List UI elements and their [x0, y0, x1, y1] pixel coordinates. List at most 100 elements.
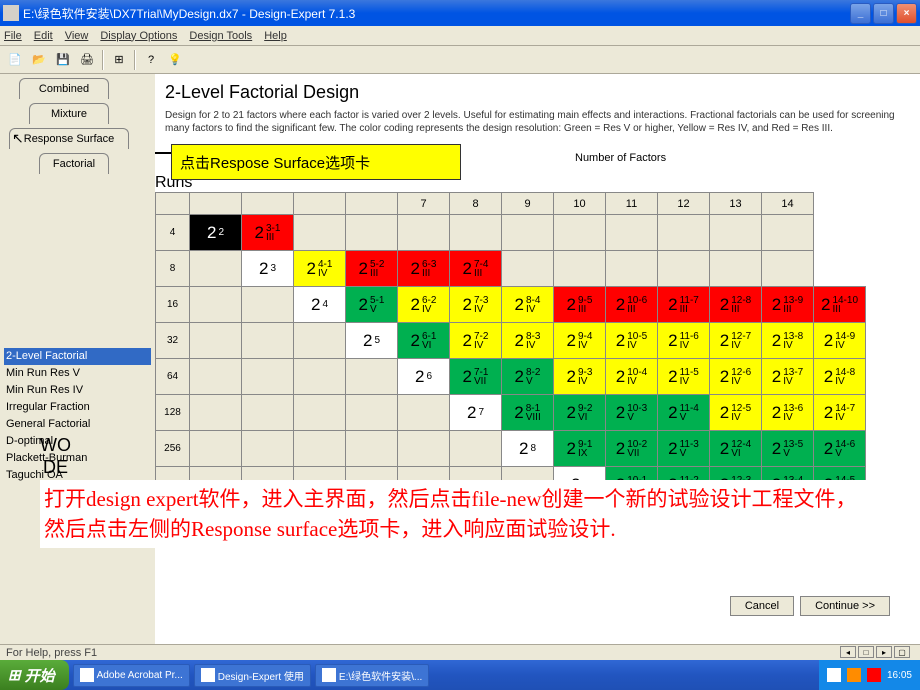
design-item[interactable]: 2-Level Factorial — [4, 348, 151, 365]
grid-cell[interactable]: 24-1IV — [294, 251, 346, 287]
taskbar-item[interactable]: E:\绿色软件安装\... — [315, 664, 429, 687]
minimize-button[interactable]: _ — [850, 3, 871, 24]
menu-help[interactable]: Help — [264, 30, 287, 42]
grid-cell[interactable]: 212-6IV — [710, 359, 762, 395]
grid-cell[interactable]: 212-5IV — [710, 395, 762, 431]
grid-cell[interactable]: 213-8IV — [762, 323, 814, 359]
grid-cell[interactable]: 213-5V — [762, 431, 814, 467]
grid-cell[interactable] — [450, 215, 502, 251]
grid-cell[interactable] — [658, 215, 710, 251]
grid-cell[interactable]: 213-9III — [762, 287, 814, 323]
grid-cell[interactable]: 28-2V — [502, 359, 554, 395]
grid-cell[interactable]: 23 — [242, 251, 294, 287]
grid-cell[interactable] — [606, 215, 658, 251]
menu-display-options[interactable]: Display Options — [100, 30, 177, 42]
tab-mixture[interactable]: Mixture — [29, 103, 109, 124]
grid-cell[interactable] — [398, 431, 450, 467]
design-item[interactable]: Min Run Res IV — [4, 382, 151, 399]
grid-cell[interactable]: 28 — [502, 431, 554, 467]
design-item[interactable]: Min Run Res V — [4, 365, 151, 382]
new-icon[interactable]: 📄 — [4, 49, 26, 71]
grid-cell[interactable] — [294, 395, 346, 431]
grid-cell[interactable]: 210-2VII — [606, 431, 658, 467]
grid-cell[interactable]: 24 — [294, 287, 346, 323]
grid-cell[interactable] — [242, 287, 294, 323]
grid-cell[interactable] — [242, 395, 294, 431]
grid-cell[interactable]: 25-1V — [346, 287, 398, 323]
grid-cell[interactable]: 210-4IV — [606, 359, 658, 395]
tool-icon[interactable]: ⊞ — [108, 49, 130, 71]
help-icon[interactable]: ? — [140, 49, 162, 71]
design-item[interactable]: Plackett-Burman — [4, 450, 151, 467]
grid-cell[interactable] — [606, 251, 658, 287]
grid-cell[interactable]: 211-6IV — [658, 323, 710, 359]
grid-cell[interactable] — [346, 215, 398, 251]
tray-icon[interactable] — [827, 668, 841, 682]
grid-cell[interactable] — [190, 395, 242, 431]
print-icon[interactable]: 🖨 — [76, 49, 98, 71]
start-button[interactable]: ⊞ 开始 — [0, 660, 69, 690]
grid-cell[interactable] — [398, 215, 450, 251]
grid-cell[interactable]: 213-6IV — [762, 395, 814, 431]
grid-cell[interactable] — [190, 251, 242, 287]
grid-cell[interactable]: 210-6III — [606, 287, 658, 323]
grid-cell[interactable]: 22 — [190, 215, 242, 251]
grid-cell[interactable]: 214-8IV — [814, 359, 866, 395]
grid-cell[interactable] — [450, 431, 502, 467]
grid-cell[interactable]: 29-4IV — [554, 323, 606, 359]
grid-cell[interactable]: 28-3IV — [502, 323, 554, 359]
grid-cell[interactable] — [346, 395, 398, 431]
grid-cell[interactable] — [294, 215, 346, 251]
tray-icon[interactable] — [867, 668, 881, 682]
grid-cell[interactable] — [242, 359, 294, 395]
tab-combined[interactable]: Combined — [19, 78, 109, 99]
design-item[interactable]: General Factorial — [4, 416, 151, 433]
grid-cell[interactable]: 212-8III — [710, 287, 762, 323]
info-icon[interactable]: 💡 — [164, 49, 186, 71]
grid-cell[interactable]: 25-2III — [346, 251, 398, 287]
grid-cell[interactable]: 27-3IV — [450, 287, 502, 323]
menu-view[interactable]: View — [65, 30, 89, 42]
grid-cell[interactable] — [190, 431, 242, 467]
grid-cell[interactable]: 214-9IV — [814, 323, 866, 359]
grid-cell[interactable]: 28-4IV — [502, 287, 554, 323]
grid-cell[interactable]: 210-5IV — [606, 323, 658, 359]
grid-cell[interactable] — [190, 287, 242, 323]
grid-cell[interactable]: 212-4VI — [710, 431, 762, 467]
grid-cell[interactable]: 29-1IX — [554, 431, 606, 467]
taskbar-item[interactable]: Adobe Acrobat Pr... — [73, 664, 190, 687]
grid-cell[interactable] — [190, 359, 242, 395]
design-item[interactable]: D-optimal — [4, 433, 151, 450]
grid-cell[interactable] — [502, 215, 554, 251]
grid-cell[interactable]: 26-2IV — [398, 287, 450, 323]
grid-cell[interactable]: 29-5III — [554, 287, 606, 323]
grid-cell[interactable]: 211-3V — [658, 431, 710, 467]
grid-cell[interactable]: 29-3IV — [554, 359, 606, 395]
menu-file[interactable]: File — [4, 30, 22, 42]
grid-cell[interactable]: 28-1VIII — [502, 395, 554, 431]
grid-cell[interactable]: 214-6V — [814, 431, 866, 467]
grid-cell[interactable]: 23-1III — [242, 215, 294, 251]
grid-cell[interactable] — [294, 359, 346, 395]
grid-cell[interactable]: 210-3V — [606, 395, 658, 431]
grid-cell[interactable] — [346, 359, 398, 395]
grid-cell[interactable]: 27-4III — [450, 251, 502, 287]
grid-cell[interactable] — [190, 323, 242, 359]
grid-cell[interactable]: 214-10III — [814, 287, 866, 323]
grid-cell[interactable] — [502, 251, 554, 287]
design-item[interactable]: Irregular Fraction — [4, 399, 151, 416]
grid-cell[interactable] — [710, 215, 762, 251]
continue-button[interactable]: Continue >> — [800, 596, 890, 616]
grid-cell[interactable]: 26-3III — [398, 251, 450, 287]
grid-cell[interactable]: 27-2IV — [450, 323, 502, 359]
grid-cell[interactable]: 25 — [346, 323, 398, 359]
grid-cell[interactable]: 211-7III — [658, 287, 710, 323]
grid-cell[interactable] — [242, 323, 294, 359]
open-icon[interactable]: 📂 — [28, 49, 50, 71]
grid-cell[interactable] — [242, 431, 294, 467]
grid-cell[interactable] — [762, 215, 814, 251]
grid-cell[interactable]: 211-4V — [658, 395, 710, 431]
grid-cell[interactable]: 29-2VI — [554, 395, 606, 431]
grid-cell[interactable] — [294, 323, 346, 359]
cancel-button[interactable]: Cancel — [730, 596, 794, 616]
